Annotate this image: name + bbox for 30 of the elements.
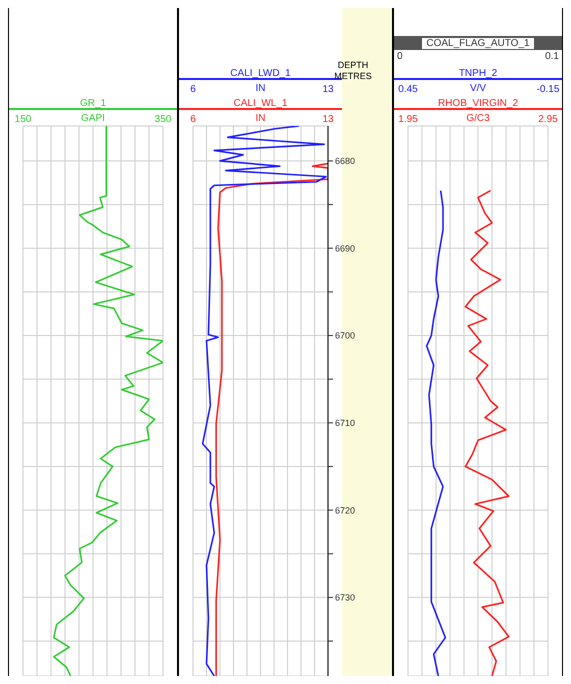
text: CALI_WL_1 bbox=[234, 98, 288, 109]
text: TNPH_2 bbox=[458, 68, 498, 79]
y-tick-label: 6730 bbox=[335, 592, 356, 603]
x-tick-label: 6 bbox=[190, 114, 196, 125]
text: COAL_FLAG_AUTO_1 bbox=[422, 38, 534, 48]
x-axis-title: G/C3 bbox=[466, 113, 490, 124]
y-tick-label: 6680 bbox=[335, 156, 356, 166]
text: CALI_LWD_1 bbox=[230, 68, 292, 79]
x-tick-label: 13 bbox=[322, 114, 334, 125]
x2-tick-label: 0.45 bbox=[398, 84, 418, 95]
y-tick-label: 6690 bbox=[335, 243, 356, 254]
x-tick-label: 2.95 bbox=[538, 114, 558, 125]
text: 0 bbox=[397, 51, 403, 63]
x-axis-title: GAPI bbox=[81, 113, 105, 124]
x-tick-label: 150 bbox=[14, 114, 32, 125]
text: RHOB_VIRGIN_2 bbox=[438, 98, 518, 109]
x-tick-label: 350 bbox=[154, 114, 172, 125]
x2-tick-label: 13 bbox=[322, 84, 334, 95]
x-tick-label: 1.95 bbox=[398, 114, 418, 125]
x2-axis-title: V/V bbox=[470, 83, 486, 94]
x-axis-title: IN bbox=[256, 113, 266, 124]
y-tick-label: 6720 bbox=[335, 505, 356, 516]
series-label: GR_1 bbox=[80, 98, 106, 109]
y-tick-label: 6700 bbox=[335, 330, 356, 341]
x2-tick-label: -0.15 bbox=[536, 84, 560, 95]
text: 0.1 bbox=[545, 51, 559, 63]
y-tick-label: 6710 bbox=[335, 418, 356, 428]
x2-axis-title: IN bbox=[256, 83, 266, 94]
y-axis-title: DEPTH METRES bbox=[334, 60, 372, 81]
x2-tick-label: 6 bbox=[190, 84, 196, 95]
